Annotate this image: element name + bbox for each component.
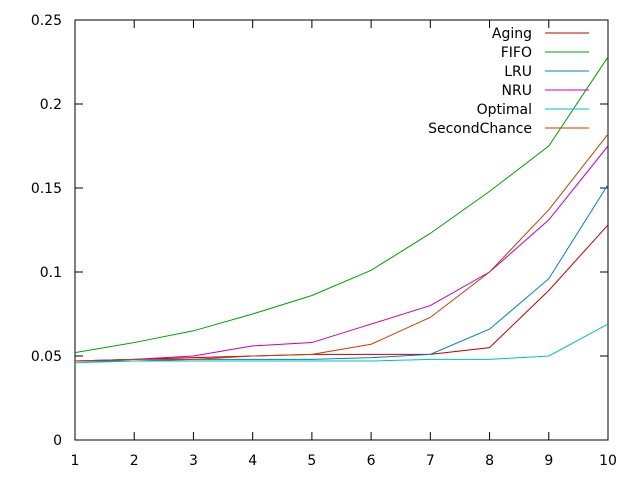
y-tick-label: 0.2 xyxy=(40,97,62,113)
x-tick-label: 8 xyxy=(485,453,494,469)
series-lines xyxy=(74,56,609,364)
x-tick-label: 2 xyxy=(130,453,139,469)
legend-label-nru: NRU xyxy=(502,83,532,99)
y-tick-label: 0.1 xyxy=(40,265,62,281)
x-axis: 1 2 3 4 5 6 7 8 9 10 xyxy=(71,20,617,469)
series-line-lru xyxy=(75,184,609,362)
x-tick-label: 5 xyxy=(307,453,316,469)
x-tick-label: 6 xyxy=(367,453,376,469)
legend-label-optimal: Optimal xyxy=(477,102,532,118)
legend-label-secondchance: SecondChance xyxy=(428,121,532,137)
x-tick-label: 7 xyxy=(426,453,435,469)
y-tick-label: 0 xyxy=(53,433,62,449)
legend: Aging FIFO LRU NRU Optimal SecondChance xyxy=(428,26,589,137)
legend-label-lru: LRU xyxy=(504,64,532,80)
x-tick-label: 3 xyxy=(189,453,198,469)
legend-label-fifo: FIFO xyxy=(501,45,532,61)
x-tick-label: 1 xyxy=(71,453,80,469)
y-tick-label: 0.25 xyxy=(31,13,62,29)
y-tick-label: 0.15 xyxy=(31,181,62,197)
x-tick-label: 10 xyxy=(599,453,617,469)
x-tick-label: 9 xyxy=(544,453,553,469)
series-line-secondchance xyxy=(74,133,609,362)
plot-frame xyxy=(74,19,609,441)
series-line-aging xyxy=(74,224,609,362)
x-tick-label: 4 xyxy=(248,453,257,469)
series-line-fifo xyxy=(74,56,609,354)
series-line-optimal xyxy=(74,323,609,364)
legend-label-aging: Aging xyxy=(492,26,532,42)
series-line-nru xyxy=(74,145,609,362)
y-axis: 0 0.05 0.1 0.15 0.2 0.25 xyxy=(31,13,608,449)
y-tick-label: 0.05 xyxy=(31,349,62,365)
